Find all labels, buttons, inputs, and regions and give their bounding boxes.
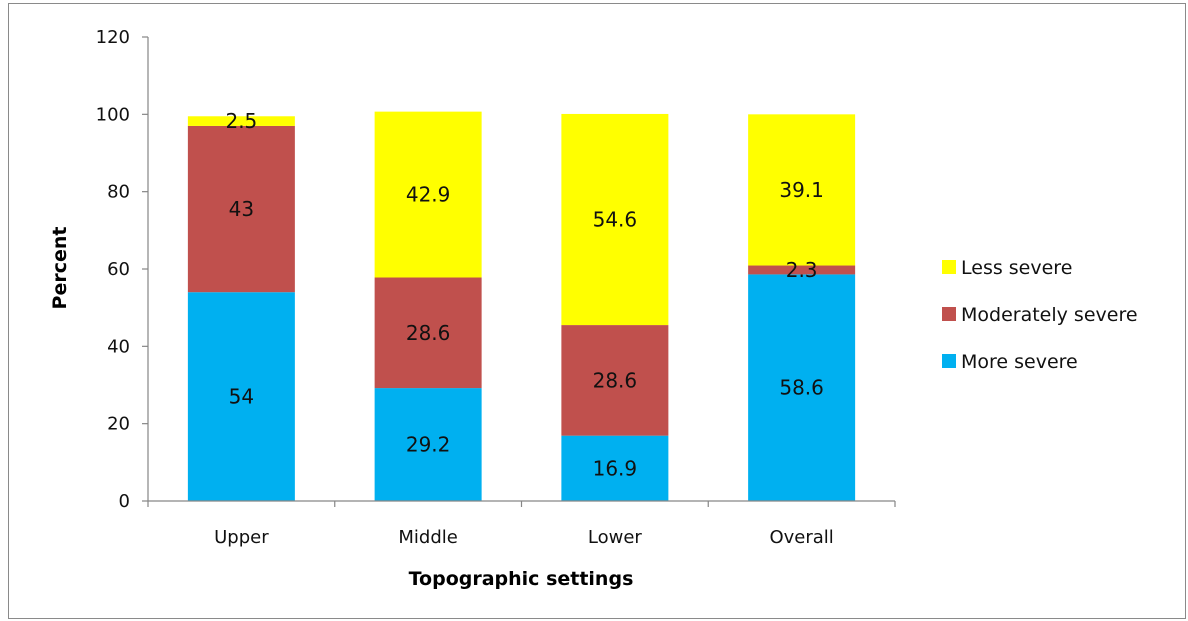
legend-label-less-severe: Less severe [961, 257, 1072, 279]
y-tick-label-120: 120 [96, 27, 130, 48]
y-tick-label-20: 20 [107, 414, 130, 435]
bar-lower-moderately-severe [561, 325, 669, 436]
x-tick-label-overall: Overall [769, 527, 833, 548]
x-tick-label-middle: Middle [398, 527, 457, 548]
bars-group [187, 111, 856, 501]
legend: Less severe Moderately severe More severe [942, 257, 1138, 373]
data-label-lower-more-severe: 16.9 [593, 456, 638, 480]
legend-label-more-severe: More severe [961, 351, 1078, 373]
x-tick-label-upper: Upper [214, 527, 269, 548]
bar-middle-moderately-severe [374, 277, 482, 389]
bar-middle-less-severe [374, 111, 482, 278]
y-tick-label-80: 80 [107, 182, 130, 203]
legend-swatch-less-severe [942, 260, 956, 274]
data-label-overall-more-severe: 58.6 [779, 376, 824, 400]
y-axis-title: Percent [49, 227, 71, 310]
data-label-lower-moderately-severe: 28.6 [593, 368, 638, 392]
data-label-overall-less-severe: 39.1 [779, 178, 824, 202]
axes-group: Upper Middle Lower Overall 0 20 40 60 80 100 120 [96, 27, 896, 548]
bar-upper-moderately-severe [187, 125, 295, 293]
y-tick-label-100: 100 [96, 104, 130, 125]
data-label-middle-moderately-severe: 28.6 [406, 321, 451, 345]
y-tick-label-40: 40 [107, 336, 130, 357]
x-axis-title: Topographic settings [409, 568, 634, 590]
data-labels-group: 54 43 2.5 29.2 28.6 42.9 16.9 28.6 54.6 58.6 2.3 39… [225, 109, 823, 480]
data-label-middle-less-severe: 42.9 [406, 183, 451, 207]
legend-swatch-more-severe [942, 354, 956, 368]
bar-middle-more-severe [374, 388, 482, 501]
data-label-overall-moderately-severe: 2.3 [786, 258, 818, 282]
x-tick-label-lower: Lower [588, 527, 643, 548]
bar-overall-moderately-severe [748, 265, 856, 275]
data-label-upper-more-severe: 54 [229, 385, 254, 409]
bar-overall-more-severe [748, 274, 856, 501]
legend-label-moderately-severe: Moderately severe [961, 304, 1138, 326]
bar-lower-less-severe [561, 113, 669, 326]
bar-lower-more-severe [561, 435, 669, 501]
legend-swatch-moderately-severe [942, 307, 956, 321]
data-label-upper-moderately-severe: 43 [229, 197, 254, 221]
bar-upper-more-severe [187, 292, 295, 501]
data-label-middle-more-severe: 29.2 [406, 433, 451, 457]
y-tick-label-60: 60 [107, 259, 130, 280]
y-tick-label-0: 0 [119, 491, 130, 512]
bar-upper-less-severe [187, 116, 295, 126]
bar-overall-less-severe [748, 114, 856, 266]
data-label-lower-less-severe: 54.6 [593, 208, 638, 232]
data-label-upper-less-severe: 2.5 [225, 109, 257, 133]
